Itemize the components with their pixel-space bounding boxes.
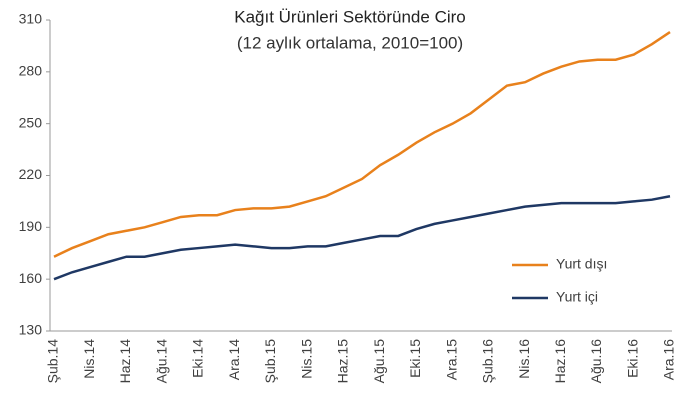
- x-tick-label: Nis.16: [516, 339, 532, 379]
- y-tick-label: 130: [19, 322, 43, 338]
- series-line: [53, 31, 671, 258]
- x-tick-label: Nis.14: [81, 339, 97, 379]
- x-tick-label: Haz.16: [552, 339, 568, 384]
- x-tick-label: Ağu.16: [588, 339, 604, 384]
- legend-label: Yurt içi: [556, 289, 598, 305]
- x-tick-label: Eki.15: [407, 339, 423, 378]
- x-tick-label: Ara.15: [443, 339, 459, 380]
- x-tick-label: Ağu.14: [153, 339, 169, 384]
- x-tick-label: Şub.16: [480, 339, 496, 384]
- x-tick-label: Nis.15: [298, 339, 314, 379]
- x-tick-label: Haz.14: [117, 339, 133, 384]
- x-tick-label: Şub.14: [45, 339, 61, 384]
- y-tick-label: 190: [19, 218, 43, 234]
- x-tick-label: Eki.14: [190, 339, 206, 378]
- y-tick-label: 310: [19, 11, 43, 27]
- chart-subtitle: (12 aylık ortalama, 2010=100): [237, 33, 463, 52]
- chart-title: Kağıt Ürünleri Sektöründe Ciro: [234, 7, 466, 26]
- y-tick-label: 250: [19, 114, 43, 130]
- legend-label: Yurt dışı: [556, 256, 607, 272]
- x-tick-label: Eki.16: [624, 339, 640, 378]
- y-tick-label: 280: [19, 63, 43, 79]
- x-tick-label: Şub.15: [262, 339, 278, 384]
- x-tick-label: Ara.16: [661, 339, 677, 380]
- x-tick-label: Ara.14: [226, 339, 242, 380]
- x-tick-label: Haz.15: [335, 339, 351, 384]
- y-tick-label: 220: [19, 166, 43, 182]
- x-tick-label: Ağu.15: [371, 339, 387, 384]
- series-line: [53, 195, 671, 281]
- y-tick-label: 160: [19, 270, 43, 286]
